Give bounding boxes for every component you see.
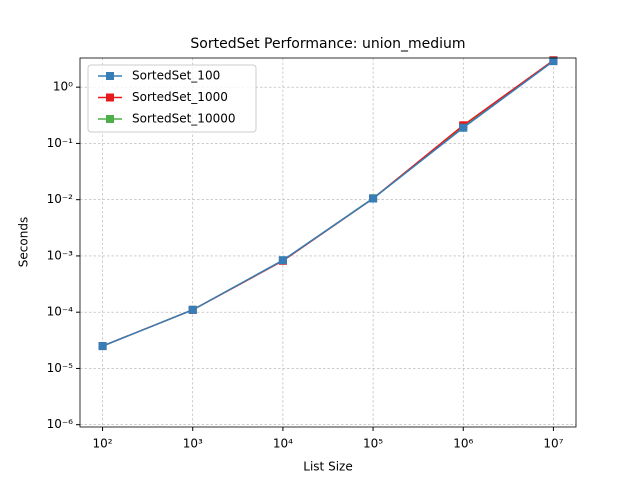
x-tick-label: 10⁵ (363, 437, 383, 451)
x-tick-label: 10⁴ (273, 437, 293, 451)
marker (188, 305, 197, 314)
marker (369, 194, 378, 203)
x-tick-label: 10³ (183, 437, 203, 451)
plot-frame (79, 57, 577, 428)
legend-label: SortedSet_1000 (132, 90, 228, 104)
marker (278, 256, 287, 265)
y-tick-label: 10⁻² (47, 192, 74, 206)
y-tick-label: 10⁰ (53, 80, 73, 94)
legend-marker (106, 72, 114, 80)
y-tick-label: 10⁻⁴ (47, 305, 74, 319)
chart-title: SortedSet Performance: union_medium (190, 36, 465, 52)
y-tick-label: 10⁻⁶ (47, 417, 74, 431)
x-tick-label: 10⁷ (543, 437, 563, 451)
series-line (102, 60, 554, 347)
y-tick-label: 10⁻⁵ (47, 361, 74, 375)
x-axis-label: List Size (303, 460, 352, 474)
y-tick-label: 10⁻¹ (47, 136, 74, 150)
legend-marker (106, 93, 114, 102)
x-tick-label: 10⁶ (453, 437, 473, 451)
marker (459, 123, 468, 132)
legend-label: SortedSet_100 (132, 69, 220, 83)
legend-marker (106, 115, 114, 123)
marker (549, 57, 558, 66)
legend-label: SortedSet_10000 (132, 112, 235, 126)
x-tick-label: 10² (93, 437, 113, 451)
legend-box (87, 64, 257, 133)
marker (98, 342, 107, 351)
y-axis-label: Seconds (17, 217, 31, 267)
y-tick-label: 10⁻³ (47, 248, 74, 262)
